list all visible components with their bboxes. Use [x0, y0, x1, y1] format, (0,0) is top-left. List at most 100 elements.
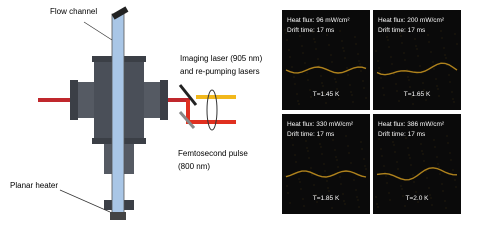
speckle	[443, 47, 445, 49]
speckle	[403, 52, 405, 54]
speckle	[299, 181, 301, 183]
temperature: T=2.0 K	[406, 195, 430, 202]
speckle	[342, 47, 344, 49]
wavefront	[376, 62, 458, 76]
speckle	[328, 44, 330, 46]
speckle	[408, 79, 410, 81]
mirror	[178, 84, 198, 106]
flange	[70, 80, 78, 120]
speckle	[423, 160, 425, 162]
speckle	[388, 192, 390, 194]
figure: Flow channel Imaging laser (905 nm) and …	[10, 6, 461, 220]
speckle	[422, 153, 424, 155]
speckle	[383, 94, 385, 96]
speckle	[349, 84, 351, 86]
speckle	[406, 69, 408, 71]
speckle	[294, 83, 296, 85]
speckle	[298, 178, 300, 180]
speckle	[315, 48, 317, 50]
speckle	[422, 82, 424, 84]
speckle	[444, 54, 446, 56]
speckle	[320, 146, 322, 148]
speckle	[385, 175, 387, 177]
speckle	[348, 152, 350, 154]
speckle	[336, 159, 338, 161]
speckle	[451, 91, 453, 93]
speckle	[382, 87, 384, 89]
speckle	[298, 103, 300, 105]
speckle	[440, 30, 442, 32]
speckle	[331, 61, 333, 63]
speckle	[332, 139, 334, 141]
speckle	[410, 164, 412, 166]
speckle	[441, 37, 443, 39]
speckle	[335, 156, 337, 158]
speckle	[323, 163, 325, 165]
speckle	[305, 69, 307, 71]
label: Flow channel	[50, 7, 97, 16]
speckle	[287, 192, 289, 194]
speckle	[380, 77, 382, 79]
speckle	[438, 166, 440, 168]
speckle	[288, 49, 290, 51]
speckle	[297, 171, 299, 173]
speckle	[447, 142, 449, 144]
speckle	[449, 152, 451, 154]
leader-line	[59, 189, 111, 213]
heat-flux: Heat flux: 96 mW/cm²	[287, 17, 350, 24]
speckle	[306, 147, 308, 149]
speckle	[355, 189, 357, 191]
image-panel	[373, 10, 461, 110]
heater	[110, 212, 126, 220]
speckle	[407, 76, 409, 78]
speckle	[418, 133, 420, 135]
label: Imaging laser (905 nm)	[180, 54, 263, 63]
speckle	[375, 50, 377, 52]
speckle	[358, 206, 360, 208]
heat-flux: Heat flux: 200 mW/cm²	[378, 17, 445, 24]
speckle	[377, 60, 379, 62]
speckle	[352, 101, 354, 103]
speckle	[437, 163, 439, 165]
speckle	[412, 103, 414, 105]
panels: Heat flux: 96 mW/cm² Drift time: 17 ms T=1…	[282, 10, 461, 214]
speckle	[310, 96, 312, 98]
speckle	[428, 187, 430, 189]
speckle	[358, 60, 360, 62]
speckle	[421, 150, 423, 152]
speckle	[401, 42, 403, 44]
speckle	[397, 168, 399, 170]
speckle	[402, 195, 404, 197]
speckle	[454, 179, 456, 181]
speckle	[425, 99, 427, 101]
speckle	[335, 81, 337, 83]
speckle	[327, 187, 329, 189]
speckle	[444, 200, 446, 202]
speckle	[302, 52, 304, 54]
speckle	[389, 199, 391, 201]
speckle	[334, 78, 336, 80]
speckle	[297, 100, 299, 102]
speckle	[412, 174, 414, 176]
speckle	[299, 35, 301, 37]
speckle	[401, 188, 403, 190]
speckle	[425, 170, 427, 172]
speckle	[363, 87, 365, 89]
speckle	[355, 43, 357, 45]
speckle	[307, 150, 309, 152]
speckle	[420, 143, 422, 145]
speckle	[388, 46, 390, 48]
speckle	[387, 39, 389, 41]
speckle	[445, 207, 447, 209]
wavefront	[285, 66, 367, 74]
speckle	[445, 57, 447, 59]
speckle	[321, 82, 323, 84]
speckle	[365, 168, 367, 170]
speckle	[411, 96, 413, 98]
speckle	[449, 81, 451, 83]
lens	[206, 89, 218, 131]
speckle	[344, 203, 346, 205]
speckle	[434, 146, 436, 148]
speckle	[404, 59, 406, 61]
speckle	[293, 76, 295, 78]
